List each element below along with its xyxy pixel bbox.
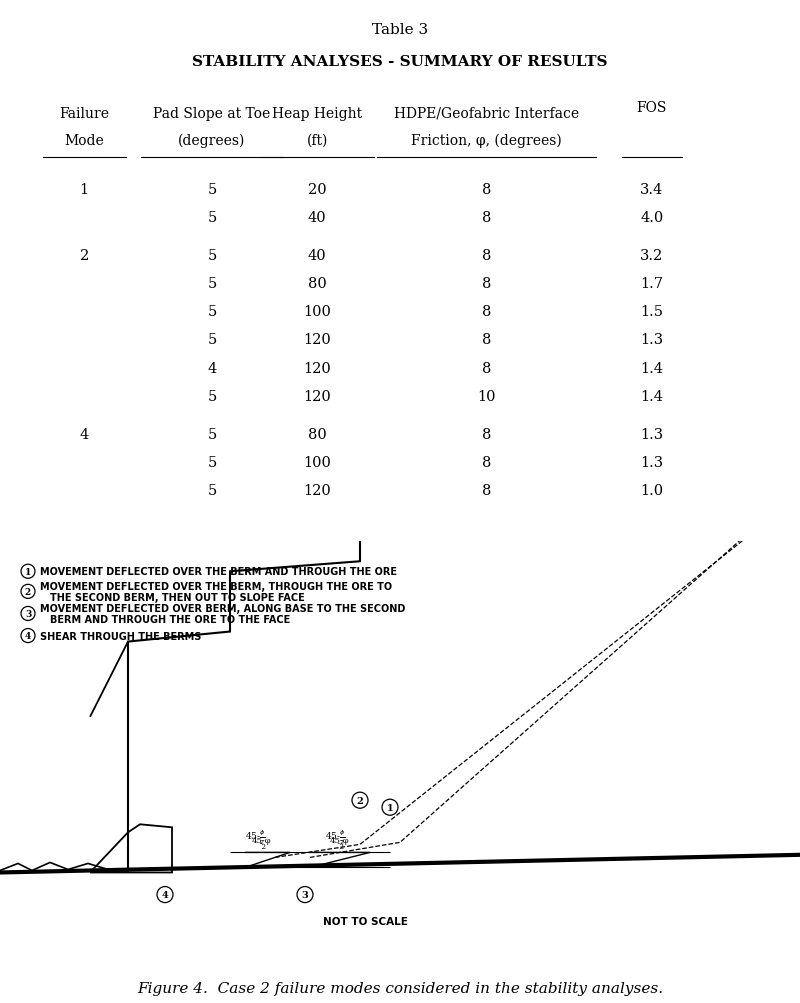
Text: 45-$\frac{\phi}{2}$: 45-$\frac{\phi}{2}$ — [325, 828, 346, 847]
Text: 4.0: 4.0 — [640, 211, 663, 225]
Text: 1.3: 1.3 — [640, 455, 663, 469]
Text: 3.2: 3.2 — [640, 249, 663, 263]
Text: 1.3: 1.3 — [640, 427, 663, 441]
Text: ¯2: ¯2 — [336, 843, 344, 851]
Text: BERM AND THROUGH THE ORE TO THE FACE: BERM AND THROUGH THE ORE TO THE FACE — [50, 615, 290, 625]
Text: MOVEMENT DEFLECTED OVER THE BERM AND THROUGH THE ORE: MOVEMENT DEFLECTED OVER THE BERM AND THR… — [40, 567, 397, 577]
Text: 5: 5 — [207, 249, 217, 263]
Text: 5: 5 — [207, 483, 217, 497]
Text: 45-φ: 45-φ — [252, 837, 272, 845]
Text: 20: 20 — [308, 183, 326, 197]
Text: 8: 8 — [482, 183, 491, 197]
Text: FOS: FOS — [637, 101, 667, 115]
Text: (degrees): (degrees) — [178, 133, 246, 148]
Text: 8: 8 — [482, 483, 491, 497]
Text: 4: 4 — [207, 361, 217, 375]
Text: Mode: Mode — [64, 133, 104, 147]
Text: 120: 120 — [303, 333, 331, 347]
Text: THE SECOND BERM, THEN OUT TO SLOPE FACE: THE SECOND BERM, THEN OUT TO SLOPE FACE — [50, 593, 305, 603]
Text: 8: 8 — [482, 305, 491, 319]
Text: 40: 40 — [308, 249, 326, 263]
Text: 80: 80 — [308, 277, 326, 291]
Text: MOVEMENT DEFLECTED OVER THE BERM, THROUGH THE ORE TO: MOVEMENT DEFLECTED OVER THE BERM, THROUG… — [40, 582, 392, 592]
Text: 45-$\frac{\phi}{2}$: 45-$\frac{\phi}{2}$ — [245, 828, 266, 847]
Text: 5: 5 — [207, 389, 217, 403]
Text: 3.4: 3.4 — [640, 183, 663, 197]
Circle shape — [352, 792, 368, 808]
Circle shape — [21, 607, 35, 621]
Text: 45-φ: 45-φ — [330, 837, 350, 845]
Text: 5: 5 — [207, 277, 217, 291]
Text: 4: 4 — [25, 632, 31, 640]
Text: 5: 5 — [207, 333, 217, 347]
Text: 2: 2 — [357, 796, 363, 804]
Text: 8: 8 — [482, 427, 491, 441]
Text: 120: 120 — [303, 389, 331, 403]
Text: 1: 1 — [79, 183, 89, 197]
Text: Friction, φ, (degrees): Friction, φ, (degrees) — [411, 133, 562, 148]
Text: SHEAR THROUGH THE BERMS: SHEAR THROUGH THE BERMS — [40, 631, 202, 641]
Text: 5: 5 — [207, 183, 217, 197]
Text: 4: 4 — [162, 891, 168, 899]
Text: 5: 5 — [207, 305, 217, 319]
Circle shape — [21, 585, 35, 599]
Circle shape — [157, 887, 173, 903]
Text: STABILITY ANALYSES - SUMMARY OF RESULTS: STABILITY ANALYSES - SUMMARY OF RESULTS — [192, 55, 608, 69]
Text: 1.5: 1.5 — [641, 305, 663, 319]
Circle shape — [21, 629, 35, 643]
Text: 3: 3 — [302, 891, 308, 899]
Text: 3: 3 — [25, 610, 31, 618]
Text: 1.4: 1.4 — [641, 389, 663, 403]
Text: ¯2: ¯2 — [258, 843, 266, 851]
Text: 5: 5 — [207, 455, 217, 469]
Circle shape — [21, 565, 35, 579]
Text: 1.3: 1.3 — [640, 333, 663, 347]
Text: 1.0: 1.0 — [640, 483, 663, 497]
Text: 8: 8 — [482, 277, 491, 291]
Text: NOT TO SCALE: NOT TO SCALE — [322, 916, 407, 926]
Text: 40: 40 — [308, 211, 326, 225]
Text: Pad Slope at Toe: Pad Slope at Toe — [154, 106, 270, 120]
Text: 5: 5 — [207, 427, 217, 441]
Text: (ft): (ft) — [306, 133, 328, 147]
Text: 8: 8 — [482, 211, 491, 225]
Text: 1: 1 — [25, 568, 31, 576]
Text: Heap Height: Heap Height — [272, 106, 362, 120]
Text: 1: 1 — [386, 803, 394, 811]
Text: 4: 4 — [79, 427, 89, 441]
Text: Failure: Failure — [59, 106, 109, 120]
Text: Figure 4.  Case 2 failure modes considered in the stability analyses.: Figure 4. Case 2 failure modes considere… — [137, 981, 663, 995]
Circle shape — [297, 887, 313, 903]
Text: Table 3: Table 3 — [372, 23, 428, 37]
Text: 2: 2 — [25, 588, 31, 596]
Text: MOVEMENT DEFLECTED OVER BERM, ALONG BASE TO THE SECOND: MOVEMENT DEFLECTED OVER BERM, ALONG BASE… — [40, 604, 406, 614]
Circle shape — [382, 799, 398, 815]
Text: 8: 8 — [482, 333, 491, 347]
Text: 2: 2 — [79, 249, 89, 263]
Text: 120: 120 — [303, 361, 331, 375]
Text: 1.7: 1.7 — [641, 277, 663, 291]
Text: 100: 100 — [303, 305, 331, 319]
Text: 1.4: 1.4 — [641, 361, 663, 375]
Text: 80: 80 — [308, 427, 326, 441]
Text: 8: 8 — [482, 361, 491, 375]
Text: 100: 100 — [303, 455, 331, 469]
Text: 5: 5 — [207, 211, 217, 225]
Text: 8: 8 — [482, 455, 491, 469]
Text: 120: 120 — [303, 483, 331, 497]
Text: HDPE/Geofabric Interface: HDPE/Geofabric Interface — [394, 106, 579, 120]
Text: 10: 10 — [478, 389, 496, 403]
Text: 8: 8 — [482, 249, 491, 263]
